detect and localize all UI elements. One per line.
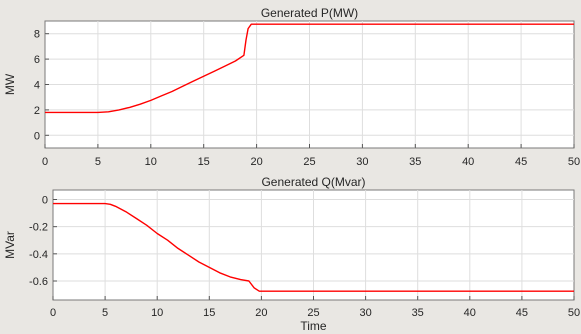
reactive-series-line [53, 202, 574, 292]
power-chart-title: Generated P(MW) [261, 6, 358, 20]
power-x-tick-label: 0 [42, 156, 48, 168]
power-y-axis-label: MW [3, 73, 17, 95]
power-series-line [45, 23, 574, 114]
reactive-grid [53, 190, 574, 300]
reactive-x-tick-label: 20 [255, 307, 267, 319]
reactive-y-tick-label: -0.4 [29, 249, 48, 261]
power-chart: 0 5 10 15 20 25 30 35 40 45 50 0 2 4 6 8 Generated P(MW… [3, 6, 580, 168]
reactive-x-tick-label: 40 [464, 307, 476, 319]
reactive-x-tick-label: 35 [412, 307, 424, 319]
reactive-x-tick-label: 25 [307, 307, 319, 319]
reactive-x-tick-label: 10 [151, 307, 163, 319]
reactive-x-tick-label: 50 [568, 307, 580, 319]
power-x-tick-label: 25 [303, 156, 315, 168]
reactive-power-chart: 0 5 10 15 20 25 30 35 40 45 50 0 -0.2 -0.4 -0.6 Genera… [3, 175, 580, 333]
reactive-x-axis-label: Time [300, 319, 327, 333]
reactive-y-tick-label: -0.6 [29, 276, 48, 288]
power-y-tick-label: 4 [34, 80, 40, 92]
power-y-tick-label: 8 [34, 29, 40, 41]
power-x-tick-label: 10 [145, 156, 157, 168]
power-x-tick-label: 20 [250, 156, 262, 168]
reactive-chart-title: Generated Q(Mvar) [261, 175, 365, 189]
reactive-x-tick-label: 15 [203, 307, 215, 319]
power-x-tick-label: 50 [568, 156, 580, 168]
power-y-tick-label: 6 [34, 54, 40, 66]
power-x-tick-label: 35 [409, 156, 421, 168]
reactive-x-tick-label: 45 [516, 307, 528, 319]
power-x-tick-label: 40 [462, 156, 474, 168]
power-series [45, 23, 574, 114]
reactive-x-tick-label: 5 [102, 307, 108, 319]
reactive-series [53, 202, 574, 292]
reactive-ticks: 0 5 10 15 20 25 30 35 40 45 50 0 -0.2 -0.4 -0.6 [29, 195, 580, 319]
power-grid [45, 21, 574, 148]
reactive-y-tick-label: 0 [42, 195, 48, 207]
power-x-tick-label: 30 [356, 156, 368, 168]
reactive-x-tick-label: 0 [50, 307, 56, 319]
reactive-y-tick-label: -0.2 [29, 222, 48, 234]
power-x-tick-label: 5 [95, 156, 101, 168]
power-x-tick-label: 15 [198, 156, 210, 168]
power-ticks: 0 5 10 15 20 25 30 35 40 45 50 0 2 4 6 8 [34, 29, 580, 168]
reactive-x-tick-label: 30 [359, 307, 371, 319]
power-y-tick-label: 2 [34, 105, 40, 117]
power-y-tick-label: 0 [34, 130, 40, 142]
power-x-tick-label: 45 [515, 156, 527, 168]
reactive-y-axis-label: MVar [3, 231, 17, 259]
